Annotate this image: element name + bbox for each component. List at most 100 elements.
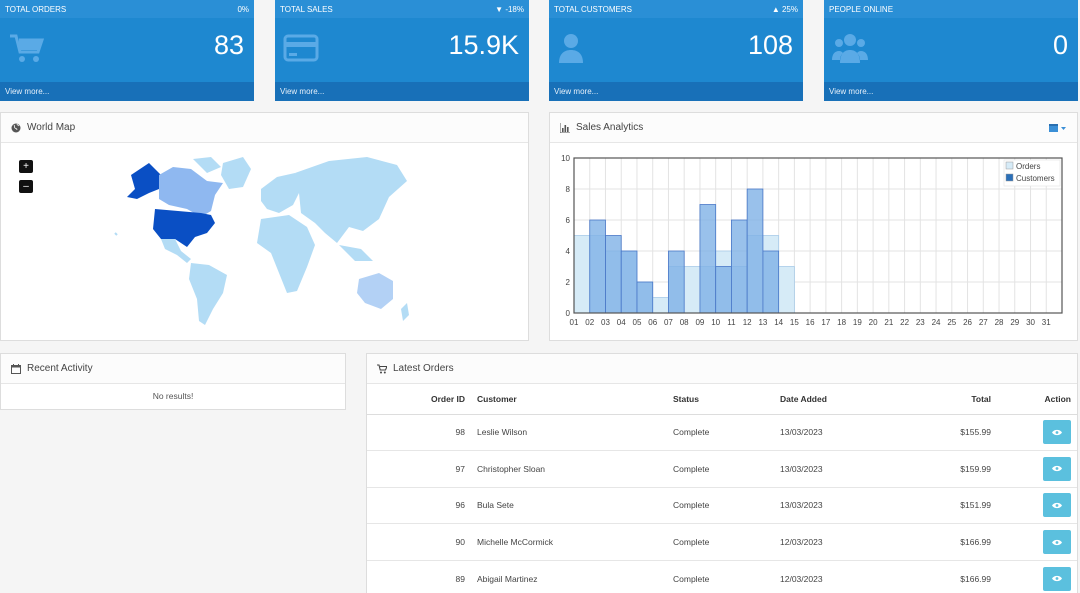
map-region-alaska[interactable] bbox=[127, 163, 161, 199]
eye-icon bbox=[1052, 576, 1062, 582]
bar-orders bbox=[778, 266, 795, 314]
y-tick-label: 10 bbox=[561, 154, 570, 163]
col-action: Action bbox=[997, 384, 1077, 415]
view-more-link[interactable]: View more... bbox=[280, 87, 325, 96]
order-status: Complete bbox=[667, 414, 774, 452]
order-total: $166.99 bbox=[891, 560, 997, 593]
x-tick-label: 22 bbox=[900, 318, 909, 327]
tile-value: 83 bbox=[213, 30, 244, 60]
col-order-id[interactable]: Order ID bbox=[367, 384, 471, 415]
tile-value: 108 bbox=[747, 30, 793, 60]
view-more-link[interactable]: View more... bbox=[554, 87, 599, 96]
bar-customers bbox=[762, 250, 780, 314]
map-region-greenland[interactable] bbox=[221, 157, 251, 189]
col-status[interactable]: Status bbox=[667, 384, 774, 415]
world-map[interactable] bbox=[111, 153, 421, 333]
map-region-usa[interactable] bbox=[153, 209, 215, 247]
panel-title: Recent Activity bbox=[27, 363, 93, 374]
x-tick-label: 12 bbox=[743, 318, 752, 327]
x-tick-label: 15 bbox=[790, 318, 799, 327]
tile-total-customers: TOTAL CUSTOMERS ▲ 25% 108 View more... bbox=[549, 0, 803, 101]
order-id: 98 bbox=[367, 414, 471, 452]
plot-frame bbox=[573, 157, 1063, 314]
y-tick-label: 2 bbox=[566, 278, 571, 287]
x-tick-label: 14 bbox=[774, 318, 783, 327]
y-tick-label: 4 bbox=[566, 247, 571, 256]
bar-customers bbox=[605, 235, 622, 314]
customer-name: Abigail Martinez bbox=[471, 560, 667, 593]
bar-customers bbox=[731, 219, 748, 314]
user-icon bbox=[559, 34, 583, 63]
view-order-button[interactable] bbox=[1043, 566, 1071, 591]
col-date-added[interactable]: Date Added bbox=[774, 384, 891, 415]
customer-name: Bula Sete bbox=[471, 487, 667, 525]
bar-customers bbox=[668, 250, 685, 314]
tile-change: 0% bbox=[237, 4, 249, 14]
view-order-button[interactable] bbox=[1043, 530, 1071, 555]
cart-icon bbox=[377, 363, 387, 373]
col-customer[interactable]: Customer bbox=[471, 384, 667, 415]
map-region-asia[interactable] bbox=[295, 157, 407, 243]
tile-label: TOTAL ORDERS bbox=[5, 4, 67, 14]
map-region-south-america[interactable] bbox=[189, 263, 227, 325]
eye-icon bbox=[1052, 466, 1062, 472]
orders-table: Order ID Customer Status Date Added Tota… bbox=[367, 384, 1077, 593]
legend-box bbox=[1003, 159, 1061, 187]
world-map-panel: World Map + – bbox=[0, 112, 529, 341]
x-tick-label: 17 bbox=[821, 318, 830, 327]
x-tick-label: 05 bbox=[633, 318, 642, 327]
calendar-dropdown-icon[interactable] bbox=[1049, 123, 1067, 133]
order-id: 96 bbox=[367, 487, 471, 525]
x-tick-label: 21 bbox=[884, 318, 893, 327]
x-tick-label: 10 bbox=[711, 318, 720, 327]
calendar-icon bbox=[11, 363, 21, 374]
x-tick-label: 23 bbox=[916, 318, 925, 327]
order-status: Complete bbox=[667, 487, 774, 525]
view-order-button[interactable] bbox=[1043, 456, 1071, 481]
table-row: 90 Michelle McCormick Complete 12/03/202… bbox=[367, 523, 1077, 561]
x-tick-label: 29 bbox=[1010, 318, 1019, 327]
bar-customers bbox=[715, 266, 732, 314]
order-total: $159.99 bbox=[891, 450, 997, 488]
view-order-button[interactable] bbox=[1043, 420, 1071, 445]
view-order-button[interactable] bbox=[1043, 493, 1071, 518]
map-region-canada[interactable] bbox=[159, 167, 223, 217]
customer-name: Michelle McCormick bbox=[471, 523, 667, 561]
view-more-link[interactable]: View more... bbox=[829, 87, 874, 96]
bar-customers bbox=[589, 219, 606, 314]
order-date: 13/03/2023 bbox=[774, 414, 891, 452]
x-tick-label: 02 bbox=[585, 318, 594, 327]
x-tick-label: 16 bbox=[806, 318, 815, 327]
view-more-link[interactable]: View more... bbox=[5, 87, 50, 96]
tile-value: 0 bbox=[1052, 30, 1068, 60]
map-region-africa[interactable] bbox=[257, 215, 315, 293]
zoom-in-button[interactable]: + bbox=[19, 160, 33, 173]
order-date: 12/03/2023 bbox=[774, 560, 891, 593]
bar-customers bbox=[699, 204, 717, 314]
eye-icon bbox=[1052, 502, 1062, 509]
tile-total-sales: TOTAL SALES ▼ -18% 15.9K View more... bbox=[275, 0, 529, 101]
x-tick-label: 11 bbox=[727, 318, 736, 327]
zoom-out-button[interactable]: – bbox=[19, 180, 33, 193]
map-region-europe[interactable] bbox=[261, 173, 301, 213]
order-date: 12/03/2023 bbox=[774, 523, 891, 561]
table-row: 97 Christopher Sloan Complete 13/03/2023… bbox=[367, 450, 1077, 488]
x-tick-label: 28 bbox=[995, 318, 1004, 327]
x-tick-label: 01 bbox=[570, 318, 579, 327]
x-tick-label: 13 bbox=[758, 318, 767, 327]
customer-name: Christopher Sloan bbox=[471, 450, 667, 488]
map-region-australia[interactable] bbox=[357, 273, 393, 309]
table-row: 98 Leslie Wilson Complete 13/03/2023 $15… bbox=[367, 414, 1077, 452]
y-tick-label: 8 bbox=[566, 185, 571, 194]
x-tick-label: 09 bbox=[695, 318, 704, 327]
col-total[interactable]: Total bbox=[891, 384, 997, 415]
panel-title: Sales Analytics bbox=[576, 122, 644, 133]
y-tick-label: 0 bbox=[566, 309, 571, 318]
x-tick-label: 07 bbox=[664, 318, 673, 327]
x-tick-label: 20 bbox=[869, 318, 878, 327]
y-tick-label: 6 bbox=[566, 216, 571, 225]
legend-label-customers: Customers bbox=[1016, 174, 1055, 183]
table-header-row: Order ID Customer Status Date Added Tota… bbox=[367, 384, 1077, 415]
order-id: 90 bbox=[367, 523, 471, 561]
eye-icon bbox=[1052, 539, 1062, 545]
